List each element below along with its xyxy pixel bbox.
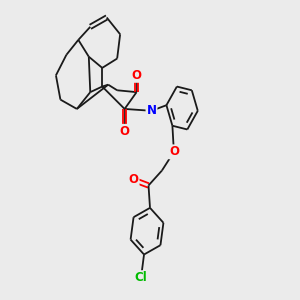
Text: O: O bbox=[129, 173, 139, 186]
Text: O: O bbox=[120, 125, 130, 138]
Text: Cl: Cl bbox=[135, 271, 147, 284]
Text: N: N bbox=[146, 104, 157, 117]
Text: O: O bbox=[169, 146, 179, 158]
Text: O: O bbox=[132, 69, 142, 82]
